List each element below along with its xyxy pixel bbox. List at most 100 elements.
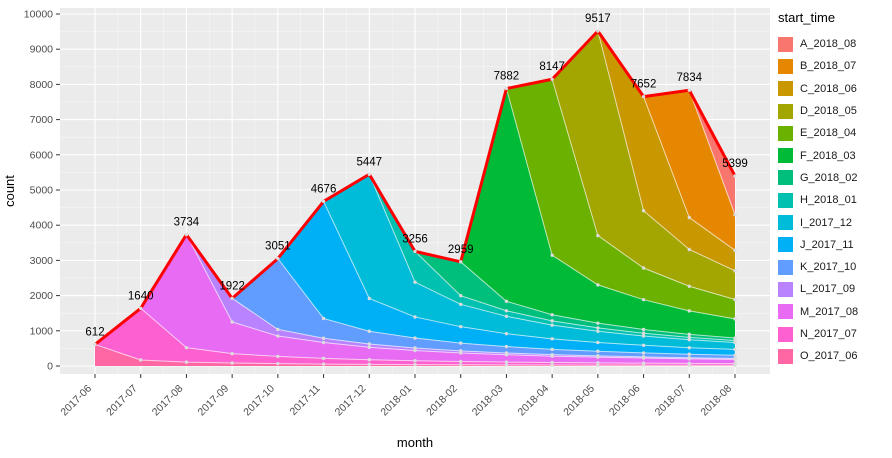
legend-key-swatch: [778, 215, 793, 231]
y-tick-label: 10000: [24, 9, 53, 21]
data-point: [596, 29, 600, 33]
legend-key-swatch: [778, 125, 793, 141]
legend-title: start_time: [778, 10, 836, 25]
data-point: [641, 334, 646, 338]
data-point: [641, 343, 646, 348]
data-point: [641, 327, 646, 332]
data-point: [687, 338, 691, 342]
data-point: [687, 335, 691, 340]
data-point: [641, 355, 646, 359]
total-label: 1640: [128, 290, 154, 302]
data-point: [276, 361, 280, 366]
data-point: [367, 358, 371, 362]
area-series-D_2018_05: [552, 31, 735, 300]
data-point: [321, 340, 326, 345]
data-point: [459, 302, 463, 307]
data-point: [641, 331, 646, 335]
data-point: [459, 341, 463, 345]
data-point: [413, 280, 417, 284]
series-boundary-K_2017_10: [231, 257, 736, 356]
legend-item: H_2018_01: [778, 189, 892, 211]
data-point: [733, 356, 737, 361]
legend-item-label: A_2018_08: [800, 38, 857, 51]
legend-item-label: E_2018_04: [800, 127, 857, 140]
x-tick-label: 2018-05: [561, 383, 597, 419]
area-series-K_2017_10: [232, 258, 735, 359]
y-tick-label: 8000: [30, 79, 54, 91]
legend-key-swatch: [778, 348, 793, 364]
data-point: [459, 324, 463, 329]
data-point: [504, 331, 509, 336]
legend-key-swatch: [778, 148, 793, 164]
data-point: [93, 342, 97, 347]
legend-key-swatch: [778, 304, 793, 320]
legend-item: C_2018_06: [778, 78, 892, 100]
data-point: [550, 253, 554, 257]
legend-key-swatch: [778, 237, 793, 253]
data-point: [733, 347, 737, 352]
data-point: [733, 338, 737, 343]
data-point: [733, 248, 737, 253]
data-point: [459, 349, 463, 353]
series-boundary-G_2018_02: [414, 250, 736, 339]
legend-item: I_2017_12: [778, 211, 892, 233]
plot-area: 612 1640 3734 1922 3051 4676 5447 3256 2959 7882 8…: [2, 8, 770, 450]
data-point: [733, 361, 737, 366]
legend-item-label: B_2018_07: [800, 60, 857, 73]
data-point: [504, 351, 509, 355]
total-label: 7834: [676, 72, 702, 84]
x-tick-label: 2018-06: [607, 383, 643, 419]
data-point: [276, 327, 280, 332]
legend-item: A_2018_08: [778, 33, 892, 55]
data-point: [733, 317, 737, 321]
legend-key-swatch: [778, 103, 793, 119]
legend-item: G_2018_02: [778, 167, 892, 189]
legend-item-label: D_2018_05: [800, 105, 857, 118]
y-tick-label: 5000: [30, 185, 54, 197]
data-point: [687, 247, 691, 252]
data-point: [230, 361, 234, 365]
legend-item: N_2017_07: [778, 323, 892, 345]
data-point: [230, 351, 234, 356]
legend-key-swatch: [778, 192, 793, 208]
x-tick-label: 2017-07: [104, 383, 140, 419]
data-point: [139, 358, 143, 362]
data-point: [504, 86, 509, 91]
area-series-G_2018_02: [415, 251, 735, 341]
legend-item: O_2017_06: [778, 345, 892, 367]
data-point: [367, 329, 371, 333]
area-series-I_2017_12: [323, 174, 735, 350]
data-point: [184, 345, 189, 350]
data-point: [321, 356, 326, 361]
legend-item: F_2018_03: [778, 144, 892, 166]
data-point: [459, 359, 463, 364]
data-point: [687, 352, 691, 356]
data-point: [504, 360, 509, 364]
total-label: 3256: [402, 233, 428, 245]
legend-item-label: J_2017_11: [800, 238, 854, 251]
data-point: [733, 297, 737, 302]
data-point: [550, 352, 554, 357]
data-point: [596, 329, 600, 333]
x-tick-label: 2018-08: [698, 383, 734, 419]
data-point: [733, 269, 737, 273]
legend-key-swatch: [778, 326, 793, 342]
data-point: [184, 232, 189, 237]
x-tick-label: 2018-01: [378, 383, 414, 419]
legend-item-label: L_2017_09: [800, 283, 856, 296]
data-point: [733, 336, 737, 340]
legend-item-label: C_2018_06: [800, 82, 857, 95]
x-tick-label: 2018-07: [653, 383, 689, 419]
data-point: [550, 313, 554, 317]
area-series-E_2018_04: [506, 79, 735, 319]
y-tick-label: 0: [47, 361, 53, 373]
data-point: [321, 316, 326, 321]
area-series-H_2018_01: [369, 174, 735, 343]
series-boundary-I_2017_12: [323, 173, 736, 344]
data-point: [596, 233, 600, 238]
x-tick-label: 2017-11: [288, 383, 323, 418]
legend-key-swatch: [778, 81, 793, 97]
data-point: [321, 336, 326, 340]
data-point: [550, 323, 554, 327]
legend-item: J_2017_11: [778, 234, 892, 256]
